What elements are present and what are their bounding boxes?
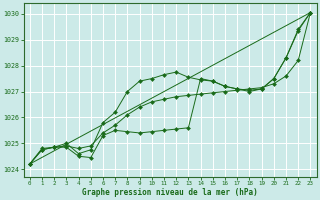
- X-axis label: Graphe pression niveau de la mer (hPa): Graphe pression niveau de la mer (hPa): [82, 188, 258, 197]
